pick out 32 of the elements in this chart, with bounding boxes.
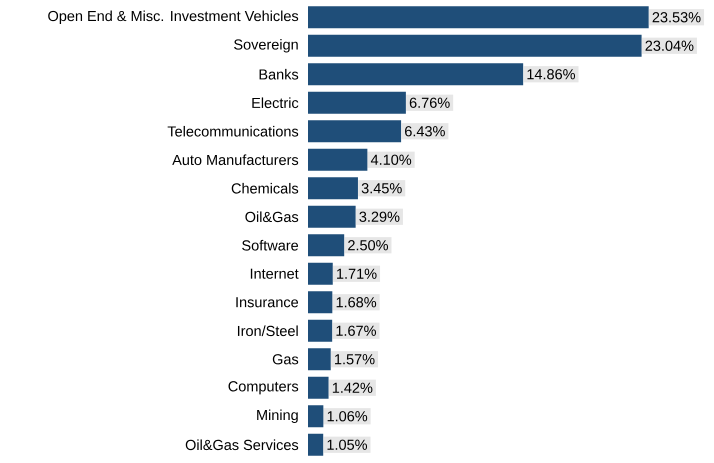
y-tick-label: Chemicals [232, 182, 298, 194]
y-tick-label: Banks [260, 68, 298, 80]
y-tick-label: Mining [257, 409, 298, 424]
y-tick-label: Software [242, 240, 298, 251]
data-label: 23.04% [646, 40, 694, 51]
data-label: 6.43% [405, 126, 445, 136]
y-tick-label: Sovereign [234, 38, 298, 53]
data-label: 23.53% [652, 12, 701, 22]
data-label: 6.76% [410, 98, 450, 108]
data-label: 1.71% [337, 268, 377, 279]
y-tick-label: Telecommunications [168, 126, 298, 137]
y-tick-label: Open End & Misc. Investment Vehicles [48, 10, 298, 24]
data-label: 14.86% [527, 69, 576, 80]
y-tick-label: Computers [228, 381, 298, 394]
data-label: 4.10% [370, 154, 412, 165]
data-label: 3.45% [362, 183, 402, 194]
data-label: 1.05% [328, 440, 368, 450]
data-label: 1.68% [336, 297, 376, 308]
y-tick-label: Iron/Steel [238, 325, 298, 336]
y-tick-label: Auto Manufacturers [172, 154, 298, 166]
y-tick-label: Gas [272, 354, 298, 364]
data-label: 1.57% [335, 354, 375, 364]
y-tick-label: Insurance [236, 297, 298, 308]
y-tick-label: Oil&Gas [245, 211, 298, 222]
data-label: 1.42% [332, 382, 372, 393]
y-tick-label: Oil&Gas Services [186, 439, 298, 450]
data-label: 1.06% [328, 411, 368, 422]
data-label: 2.50% [348, 240, 388, 250]
data-label: 1.67% [336, 326, 376, 336]
y-tick-label: Electric [252, 97, 298, 108]
y-tick-label: Internet [250, 268, 299, 279]
data-label: 3.29% [359, 212, 400, 222]
